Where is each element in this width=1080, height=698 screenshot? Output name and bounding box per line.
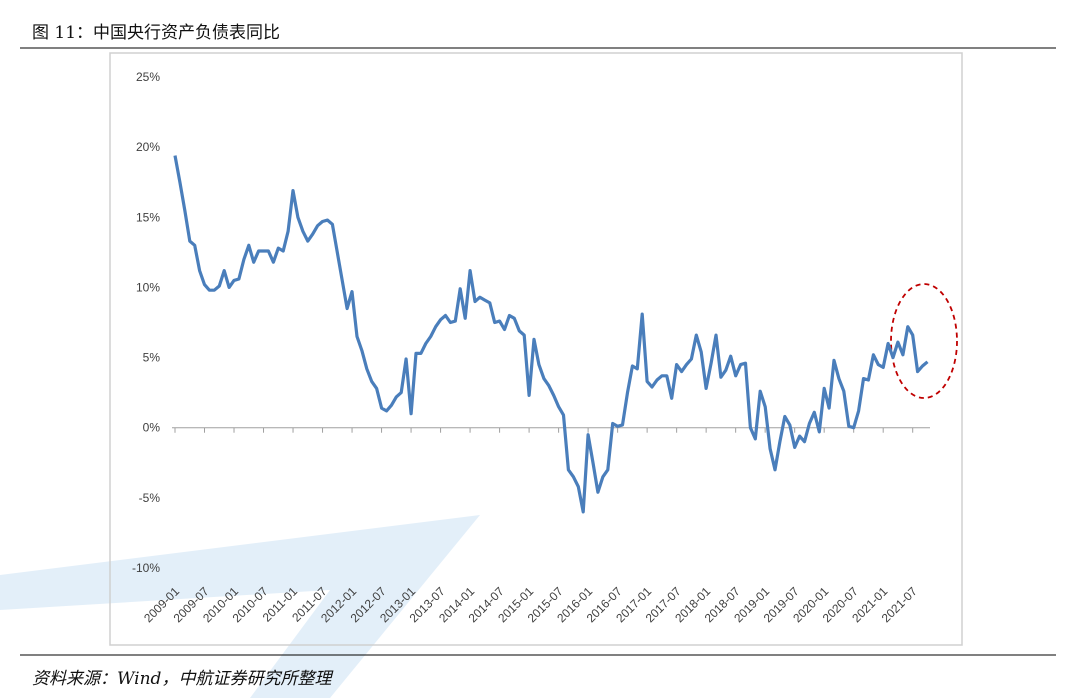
watermark (0, 515, 480, 698)
highlight-ellipse (890, 283, 958, 399)
y-tick-label: -5% (139, 491, 161, 505)
data-line (173, 155, 929, 514)
y-tick-label: 5% (143, 351, 161, 365)
y-tick-label: 20% (136, 140, 160, 154)
y-tick-label: 25% (136, 70, 160, 84)
y-tick-label: 0% (143, 421, 161, 435)
chart-frame (109, 52, 963, 646)
figure-title: 图 11：中国央行资产负债表同比 (32, 23, 280, 43)
y-tick-label: 10% (136, 280, 160, 294)
y-tick-label: -10% (132, 561, 160, 575)
y-tick-label: 15% (136, 210, 160, 224)
source-note: 资料来源：Wind，中航证券研究所整理 (32, 669, 333, 689)
